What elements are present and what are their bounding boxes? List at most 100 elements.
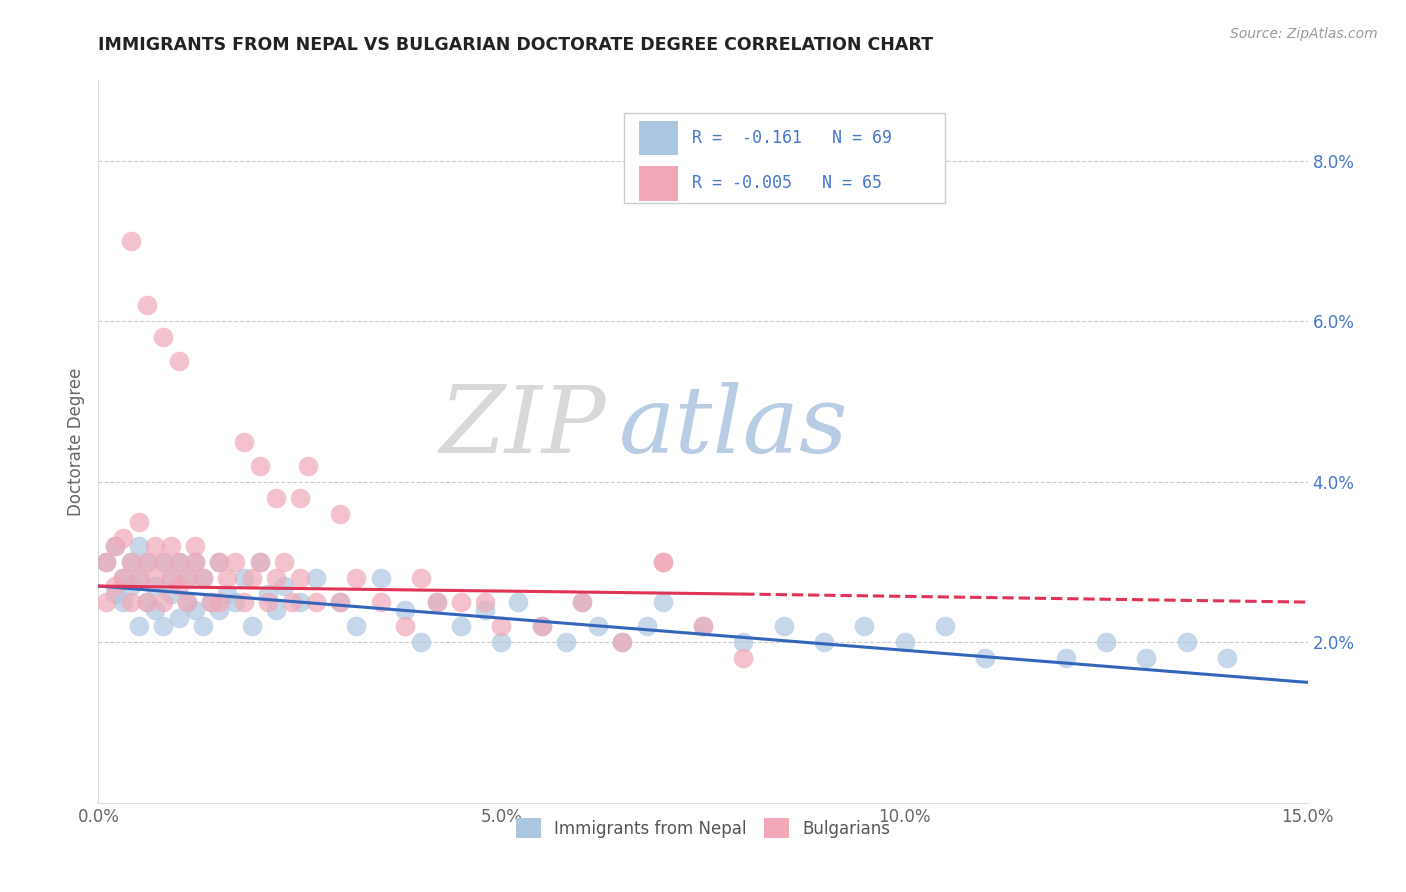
Point: [491, 635, 513, 649]
FancyBboxPatch shape: [638, 166, 678, 201]
Point: [344, 619, 367, 633]
Point: [612, 635, 634, 649]
Point: [474, 603, 496, 617]
Point: [160, 571, 183, 585]
Point: [193, 571, 215, 585]
Point: [128, 571, 150, 585]
Point: [184, 539, 207, 553]
Point: [1135, 651, 1157, 665]
Point: [733, 651, 755, 665]
Point: [530, 619, 553, 633]
Point: [167, 555, 190, 569]
Point: [224, 595, 246, 609]
Point: [636, 619, 658, 633]
Point: [193, 619, 215, 633]
Point: [249, 555, 271, 569]
Point: [240, 571, 263, 585]
Point: [120, 595, 142, 609]
Point: [273, 579, 295, 593]
Point: [167, 354, 190, 368]
Point: [152, 619, 174, 633]
Point: [160, 587, 183, 601]
Point: [249, 458, 271, 473]
Point: [176, 571, 198, 585]
Point: [96, 555, 118, 569]
Point: [506, 595, 529, 609]
Point: [394, 619, 416, 633]
Text: atlas: atlas: [619, 382, 848, 472]
Point: [450, 619, 472, 633]
Point: [491, 619, 513, 633]
Point: [281, 595, 304, 609]
Point: [120, 555, 142, 569]
Point: [692, 619, 714, 633]
Point: [772, 619, 794, 633]
Point: [288, 595, 311, 609]
Point: [273, 555, 295, 569]
Point: [297, 458, 319, 473]
Point: [135, 595, 157, 609]
Point: [1054, 651, 1077, 665]
Point: [103, 587, 125, 601]
Point: [394, 603, 416, 617]
Point: [370, 571, 392, 585]
Point: [586, 619, 609, 633]
Point: [184, 603, 207, 617]
Point: [264, 571, 287, 585]
Text: R = -0.005   N = 65: R = -0.005 N = 65: [692, 174, 882, 193]
Point: [96, 595, 118, 609]
Point: [555, 635, 578, 649]
Point: [264, 491, 287, 505]
Point: [128, 619, 150, 633]
Point: [288, 491, 311, 505]
Point: [128, 539, 150, 553]
Point: [96, 555, 118, 569]
Point: [329, 595, 352, 609]
Point: [135, 298, 157, 312]
Point: [176, 595, 198, 609]
Point: [167, 611, 190, 625]
Point: [217, 587, 239, 601]
FancyBboxPatch shape: [638, 120, 678, 155]
Point: [176, 571, 198, 585]
Point: [224, 555, 246, 569]
Point: [426, 595, 449, 609]
Point: [450, 595, 472, 609]
Point: [426, 595, 449, 609]
Point: [232, 571, 254, 585]
Point: [208, 595, 231, 609]
Point: [160, 571, 183, 585]
Point: [305, 571, 328, 585]
Point: [256, 595, 278, 609]
Point: [200, 595, 222, 609]
Point: [184, 555, 207, 569]
Point: [530, 619, 553, 633]
Point: [692, 619, 714, 633]
Point: [143, 579, 166, 593]
Point: [733, 635, 755, 649]
Point: [111, 571, 134, 585]
Point: [135, 555, 157, 569]
Point: [329, 595, 352, 609]
Point: [200, 595, 222, 609]
Text: Source: ZipAtlas.com: Source: ZipAtlas.com: [1230, 27, 1378, 41]
Point: [208, 603, 231, 617]
Point: [135, 595, 157, 609]
Point: [120, 555, 142, 569]
Point: [103, 579, 125, 593]
Point: [370, 595, 392, 609]
Point: [344, 571, 367, 585]
Point: [1175, 635, 1198, 649]
Point: [143, 571, 166, 585]
Point: [208, 555, 231, 569]
Point: [571, 595, 593, 609]
FancyBboxPatch shape: [624, 112, 945, 203]
Point: [256, 587, 278, 601]
Point: [143, 539, 166, 553]
Point: [232, 434, 254, 449]
Point: [167, 555, 190, 569]
Point: [152, 555, 174, 569]
Point: [160, 539, 183, 553]
Point: [143, 603, 166, 617]
Point: [208, 555, 231, 569]
